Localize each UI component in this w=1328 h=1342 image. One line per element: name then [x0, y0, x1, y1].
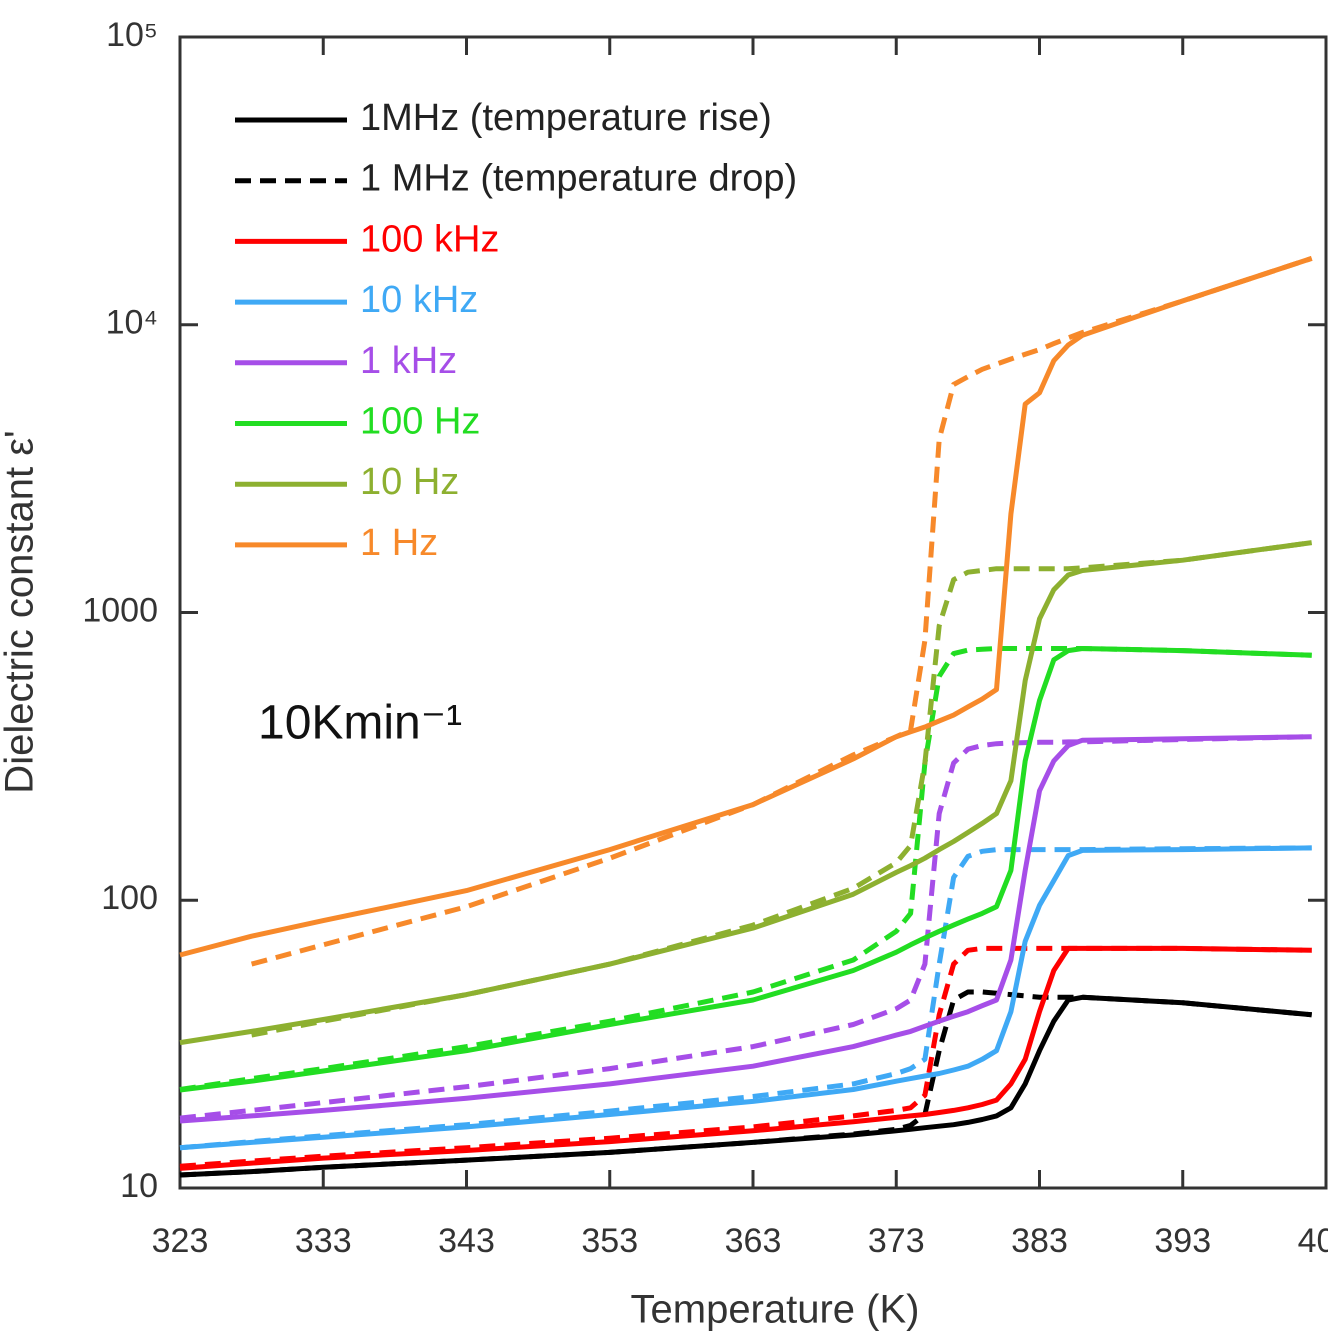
- line: [179, 845, 1312, 1151]
- dashed-line: [179, 646, 1312, 1092]
- line: [179, 734, 1312, 1124]
- x-tick-label: 353: [581, 1222, 638, 1260]
- y-tick-label: 10⁴: [106, 304, 158, 342]
- legend-label: 1MHz (temperature rise): [360, 97, 772, 139]
- dashed-line: [179, 989, 1312, 1178]
- dashed-line: [179, 734, 1312, 1121]
- legend-label: 1 MHz (temperature drop): [360, 158, 797, 200]
- annotation: 10Kmin⁻¹: [258, 697, 462, 750]
- legend-label: 1 kHz: [360, 340, 457, 382]
- x-tick-label: 383: [1011, 1222, 1068, 1260]
- legend-label: 100 Hz: [360, 401, 480, 443]
- y-tick-label: 10⁵: [106, 16, 158, 54]
- dashed-line: [179, 845, 1312, 1151]
- legend-label: 10 kHz: [360, 279, 478, 321]
- x-tick-label: 393: [1154, 1222, 1211, 1260]
- x-axis-label: Temperature (K): [631, 1288, 920, 1332]
- x-tick-label: 403: [1298, 1222, 1328, 1260]
- legend-label: 100 kHz: [360, 218, 499, 260]
- legend-label: 10 Hz: [360, 461, 459, 503]
- dashed-line: [179, 945, 1312, 1169]
- y-tick-label: 100: [101, 879, 158, 917]
- y-tick-label: 10: [120, 1167, 158, 1205]
- x-tick-label: 373: [868, 1222, 925, 1260]
- line: [179, 646, 1312, 1093]
- y-tick-label: 1000: [82, 591, 158, 629]
- line: [179, 256, 1313, 958]
- x-tick-label: 343: [438, 1222, 495, 1260]
- x-tick-label: 333: [295, 1222, 352, 1260]
- x-tick-label: 323: [152, 1222, 209, 1260]
- legend-label: 1 Hz: [360, 522, 438, 564]
- line: [179, 945, 1312, 1171]
- line: [179, 540, 1313, 1046]
- y-axis-label: Dielectric constant ε': [0, 430, 42, 793]
- x-tick-label: 363: [725, 1222, 782, 1260]
- line: [179, 994, 1312, 1178]
- dashed-line: [250, 256, 1313, 967]
